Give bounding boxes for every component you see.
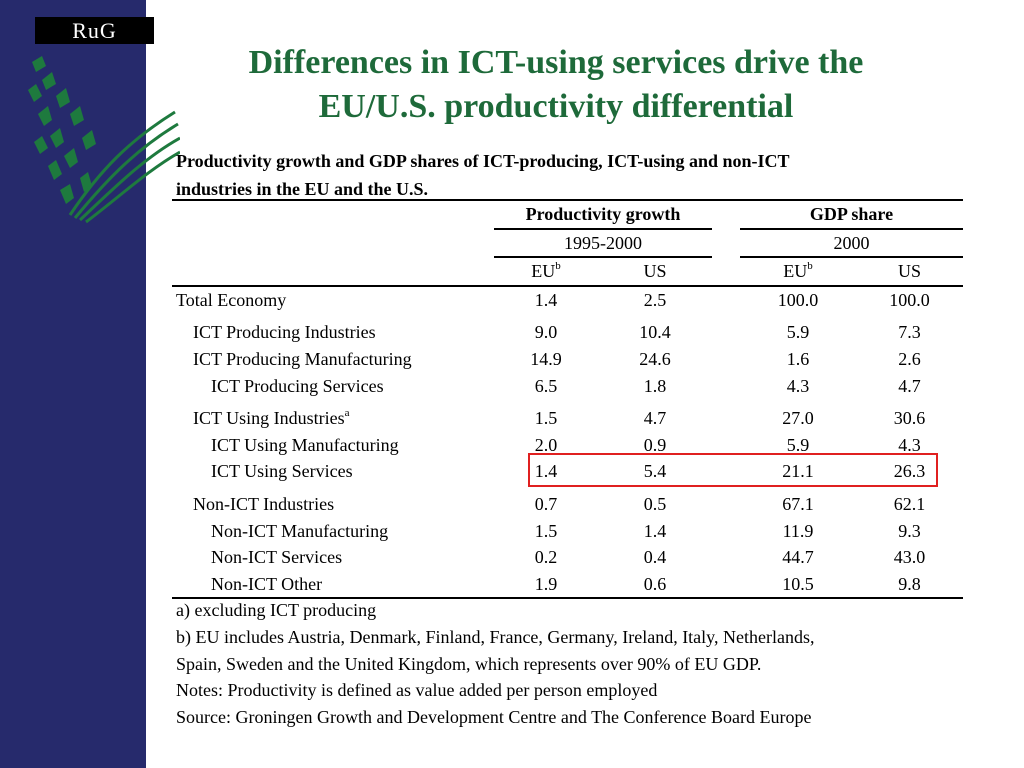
cell-gdp-eu: 5.9 (786, 322, 810, 343)
cell-gdp-us: 4.3 (898, 434, 921, 455)
title-line-1: Differences in ICT-using services drive … (248, 44, 864, 81)
cell-productivity-us: 0.6 (598, 570, 712, 600)
productivity-growth-header: Productivity growth (494, 199, 712, 230)
table-row: ICT Producing Services 6.5 1.8 4.3 4.7 (172, 373, 963, 400)
cell-productivity-us: 4.7 (643, 408, 667, 429)
cell-gdp-us: 30.6 (893, 408, 926, 429)
cell-gdp-eu: 10.5 (740, 570, 856, 600)
table-row: Non-ICT Industries 0.7 0.5 67.1 62.1 (172, 491, 963, 518)
table-row: ICT Producing Manufacturing 14.9 24.6 1.6 2.… (172, 346, 963, 373)
col-eu-productivity: EUb (494, 257, 598, 287)
row-label: ICT Using Services (211, 461, 353, 482)
cell-gdp-us: 9.3 (898, 520, 921, 541)
gdp-share-header: GDP share (740, 199, 963, 230)
table-caption: Productivity growth and GDP shares of IC… (176, 147, 956, 203)
cell-gdp-us: 100.0 (889, 289, 930, 310)
productivity-period: 1995-2000 (494, 228, 712, 259)
header-row-columns: EUb US EUb US (172, 257, 963, 287)
table-row: Non-ICT Services 0.2 0.4 44.7 43.0 (172, 544, 963, 571)
row-label: ICT Using Manufacturing (211, 434, 399, 455)
cell-productivity-eu: 0.7 (534, 493, 558, 514)
footnote-a: a) excluding ICT producing (176, 600, 377, 620)
title-line-2: EU/U.S. productivity differential (318, 88, 794, 125)
table-row: ICT Producing Industries 9.0 10.4 5.9 7.3 (172, 319, 963, 346)
cell-productivity-eu: 1.5 (534, 520, 558, 541)
cell-gdp-us: 26.3 (893, 461, 926, 482)
cell-gdp-eu: 1.6 (786, 348, 810, 369)
cell-productivity-eu: 1.5 (534, 408, 558, 429)
cell-productivity-eu: 1.4 (534, 461, 558, 482)
row-label: ICT Using Industriesa (193, 407, 350, 429)
cell-gdp-eu: 44.7 (782, 547, 814, 568)
cell-productivity-eu: 9.0 (534, 322, 558, 343)
table-body: Total Economy 1.4 2.5 100.0 100.0 ICT Produci… (172, 286, 963, 600)
col-eu-gdp: EUb (740, 257, 856, 287)
cell-gdp-us: 62.1 (893, 493, 926, 514)
cell-productivity-us: 0.4 (643, 547, 667, 568)
table-row: ICT Using Manufacturing 2.0 0.9 5.9 4.3 (172, 432, 963, 459)
table-row: ICT Using Services 1.4 5.4 21.1 26.3 (172, 458, 963, 485)
row-label: ICT Producing Manufacturing (193, 348, 412, 369)
cell-productivity-us: 5.4 (643, 461, 667, 482)
cell-gdp-us: 4.7 (898, 375, 921, 396)
cell-productivity-us: 0.9 (643, 434, 667, 455)
cell-gdp-eu: 27.0 (782, 408, 814, 429)
cell-productivity-eu: 2.0 (534, 434, 558, 455)
ict-using-services-highlight (528, 453, 938, 487)
cell-gdp-eu: 21.1 (782, 461, 814, 482)
row-label: Non-ICT Manufacturing (211, 520, 389, 541)
cell-gdp-us: 7.3 (898, 322, 921, 343)
table-row: Total Economy 1.4 2.5 100.0 100.0 (172, 286, 963, 314)
cell-productivity-eu: 6.5 (534, 375, 558, 396)
table-row: ICT Using Industriesa 1.5 4.7 27.0 30.6 (172, 405, 963, 432)
col-us-gdp: US (856, 257, 963, 287)
cell-gdp-us: 9.8 (856, 570, 963, 600)
productivity-table: Productivity growth GDP share 1995-2000 … (172, 199, 963, 600)
cell-gdp-us: 2.6 (898, 348, 921, 369)
cell-productivity-us: 24.6 (639, 348, 671, 369)
cell-productivity-us: 1.4 (643, 520, 667, 541)
cell-productivity-us: 2.5 (643, 289, 667, 310)
notes-productivity: Notes: Productivity is defined as value … (176, 680, 658, 701)
table-row: Non-ICT Other 1.9 0.6 10.5 9.8 (172, 570, 963, 600)
cell-gdp-eu: 11.9 (782, 520, 814, 541)
header-row-groups: Productivity growth GDP share (172, 199, 963, 230)
cell-gdp-eu: 5.9 (786, 434, 810, 455)
footnote-b-line-1: b) EU includes Austria, Denmark, Finland… (176, 626, 815, 647)
table-row: Non-ICT Manufacturing 1.5 1.4 11.9 9.3 (172, 518, 963, 545)
row-label: ICT Producing Services (211, 375, 384, 396)
cell-gdp-eu: 67.1 (782, 493, 814, 514)
col-us-productivity: US (598, 257, 712, 287)
gdp-period: 2000 (740, 228, 963, 259)
row-label: ICT Producing Industries (193, 322, 376, 343)
sidebar-band (0, 0, 146, 768)
logo-text: RuG (72, 18, 117, 43)
header-row-periods: 1995-2000 2000 (172, 228, 963, 259)
cell-productivity-eu: 1.4 (534, 289, 558, 310)
row-label: Non-ICT Other (172, 570, 494, 600)
cell-productivity-eu: 0.2 (534, 547, 558, 568)
row-label: Non-ICT Industries (193, 493, 335, 514)
row-label: Non-ICT Services (211, 547, 343, 568)
caption-line-2: industries in the EU and the U.S. (176, 179, 429, 199)
cell-gdp-eu: 4.3 (786, 375, 810, 396)
footnote-b-line-2: Spain, Sweden and the United Kingdom, wh… (176, 653, 762, 674)
source-note: Source: Groningen Growth and Development… (176, 707, 812, 728)
footnotes: a) excluding ICT producing b) EU include… (176, 597, 976, 731)
caption-line-1: Productivity growth and GDP shares of IC… (176, 151, 790, 171)
slide-title: Differences in ICT-using services drive … (176, 41, 936, 129)
cell-productivity-eu: 1.9 (494, 570, 598, 600)
cell-productivity-eu: 14.9 (530, 348, 562, 369)
cell-productivity-us: 10.4 (639, 322, 671, 343)
cell-gdp-eu: 100.0 (777, 289, 819, 310)
row-label: Total Economy (176, 289, 287, 310)
cell-productivity-us: 1.8 (643, 375, 667, 396)
rug-logo: RuG (35, 17, 154, 44)
wheat-logo-icon (28, 56, 180, 224)
cell-gdp-us: 43.0 (893, 547, 926, 568)
cell-productivity-us: 0.5 (643, 493, 667, 514)
